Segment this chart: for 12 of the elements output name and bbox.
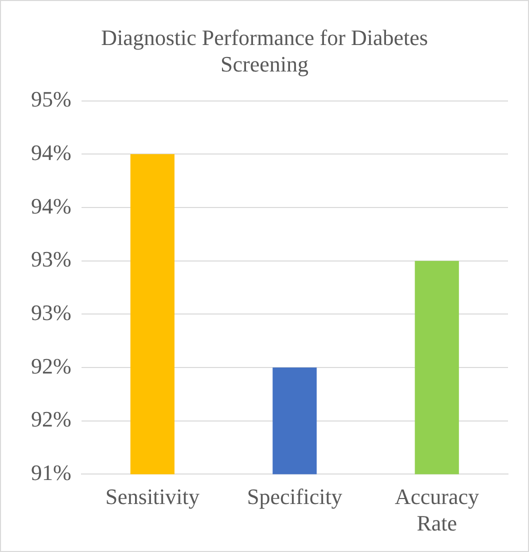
y-tick-label: 92% [31, 353, 72, 378]
y-tick-label: 93% [31, 300, 72, 325]
x-tick-label: Specificity [247, 484, 342, 510]
y-tick-label: 91% [31, 460, 72, 485]
y-tick-label: 95% [31, 86, 72, 112]
y-tick-label: 94% [31, 193, 72, 218]
y-tick-label: 93% [31, 246, 72, 272]
chart-title: Diagnostic Performance for Diabetes Screening [101, 24, 428, 76]
y-tick-label: 92% [31, 406, 72, 432]
y-tick-label: 94% [31, 140, 72, 165]
x-tick-label: Accuracy Rate [394, 484, 480, 536]
x-tick-label: Sensitivity [105, 484, 200, 510]
